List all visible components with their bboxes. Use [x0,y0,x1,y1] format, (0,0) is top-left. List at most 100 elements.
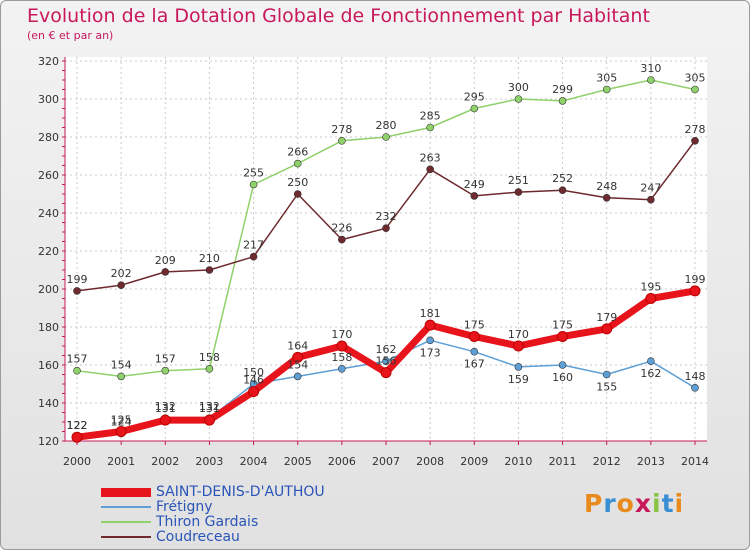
series-point-3 [647,195,655,204]
chart-title: Evolution de la Dotation Globale de Fonc… [27,5,650,27]
y-tick-label: 180 [38,321,59,334]
series-point-2 [249,180,258,189]
series-point-3 [514,188,523,196]
data-label: 285 [420,110,441,123]
y-tick-label: 280 [38,131,59,144]
data-label: 160 [552,371,573,384]
data-label: 125 [111,414,132,427]
data-label: 299 [552,83,573,96]
data-label: 175 [552,319,573,332]
series-point-3 [338,235,346,244]
data-label: 146 [243,374,264,387]
series-point-3 [691,137,699,145]
series-point-2 [293,159,302,168]
data-label: 122 [67,419,88,432]
data-label: 157 [67,353,88,366]
x-tick-label: 2004 [240,455,268,468]
data-label: 305 [596,72,617,85]
data-label: 226 [331,222,352,235]
series-point-3 [73,287,81,295]
data-label: 132 [199,400,220,413]
data-label: 132 [155,400,176,413]
data-label: 210 [199,252,220,265]
y-tick-label: 320 [38,55,59,68]
data-label: 170 [508,328,529,341]
legend-swatch [101,536,151,538]
proxiti-logo: Proxiti [584,489,684,518]
series-point-0 [115,426,127,437]
legend-label: Coudreceau [156,529,240,545]
data-label: 295 [464,91,485,104]
series-point-2 [161,366,170,375]
data-label: 175 [464,319,485,332]
series-point-3 [558,186,567,194]
y-tick-label: 120 [38,435,59,448]
data-label: 173 [420,346,441,359]
x-tick-label: 2011 [549,455,577,468]
data-label: 251 [508,174,529,187]
data-label: 209 [155,254,176,267]
series-point-3 [205,266,214,274]
series-point-2 [117,372,125,381]
data-label: 248 [596,180,617,193]
series-point-0 [601,323,613,335]
chart-subtitle: (en € et par an) [27,29,114,42]
data-label: 266 [287,146,308,159]
legend-swatch [101,506,151,508]
data-label: 250 [287,176,308,189]
logo-letter: i [674,489,685,518]
series-point-3 [602,194,611,202]
data-label: 164 [287,339,308,352]
data-label: 170 [331,328,352,341]
y-tick-label: 300 [38,93,59,106]
data-label: 232 [376,210,397,223]
x-tick-label: 2006 [328,455,356,468]
data-label: 162 [376,343,397,356]
series-point-0 [557,331,569,342]
series-point-1 [382,357,390,366]
series-point-3 [382,224,390,232]
data-label: 195 [640,281,661,294]
y-tick-label: 160 [38,359,59,372]
data-label: 280 [376,119,397,132]
data-label: 158 [199,351,220,364]
series-point-0 [292,351,304,363]
series-point-0 [336,340,348,352]
x-tick-label: 2005 [284,455,312,468]
series-point-1 [602,370,611,379]
y-tick-label: 240 [38,207,59,220]
series-point-3 [470,192,479,200]
legend-swatch [101,487,151,497]
logo-letter: r [603,489,617,518]
series-point-1 [338,364,346,373]
logo-letter: o [616,489,635,518]
x-tick-label: 2002 [151,455,179,468]
data-label: 255 [243,167,264,180]
series-point-0 [468,331,480,342]
logo-letter: t [661,489,675,518]
data-label: 158 [331,351,352,364]
data-label: 159 [508,373,529,386]
data-label: 199 [685,273,706,286]
x-tick-label: 2008 [416,455,444,468]
data-label: 310 [640,62,661,75]
series-point-1 [470,347,479,356]
series-point-1 [514,363,523,371]
series-point-3 [117,281,125,290]
x-tick-label: 2014 [681,455,709,468]
series-point-2 [602,85,611,94]
data-label: 154 [287,358,308,371]
x-tick-label: 2003 [195,455,223,468]
data-label: 155 [596,381,617,394]
series-point-1 [558,361,567,369]
logo-letter: P [584,489,604,518]
data-label: 202 [111,267,132,280]
x-tick-label: 2000 [63,455,91,468]
series-point-2 [514,95,523,103]
data-label: 278 [331,123,352,136]
series-point-3 [426,165,434,174]
series-point-0 [645,293,657,304]
series-point-2 [691,85,699,94]
series-point-3 [249,252,258,261]
